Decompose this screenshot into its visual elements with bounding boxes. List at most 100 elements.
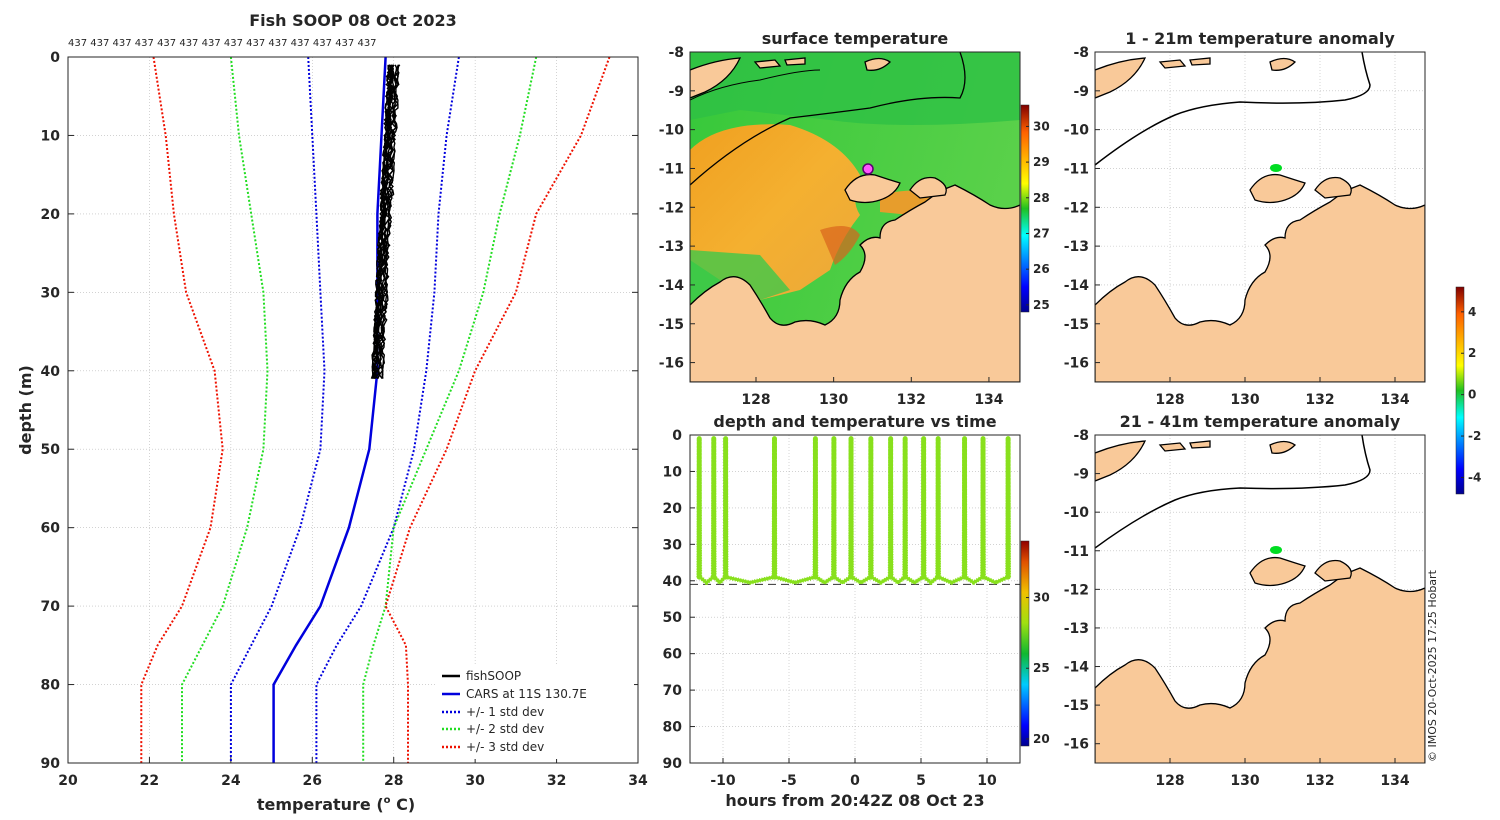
island (753, 59, 782, 69)
colorbar-tick-label: 20 (1033, 732, 1050, 746)
tick-label-x: 32 (547, 773, 566, 789)
anomaly-shallow-axes-box (1094, 51, 1426, 383)
colorbar-tick-label: 30 (1033, 591, 1050, 605)
map-tick-label-x: 130 (1230, 773, 1259, 789)
island (1158, 59, 1187, 69)
tick-label-y: 80 (663, 720, 683, 736)
profile-xlabel: temperature (o C) (257, 795, 415, 814)
tick-label-y: 60 (663, 647, 683, 663)
island (1095, 440, 1147, 482)
island (909, 176, 947, 199)
island (1249, 556, 1306, 587)
tick-label-x: 26 (303, 773, 322, 789)
sst-map-area (690, 52, 1020, 382)
tick-label-y: 20 (41, 207, 61, 223)
anomaly-shallow-marker (1270, 164, 1282, 172)
anomaly-shallow-title: 1 - 21m temperature anomaly (1125, 29, 1395, 48)
map-tick-label-y: -10 (1064, 505, 1090, 521)
map-tick-label-y: -9 (668, 84, 684, 100)
sst-northern-band (690, 52, 1020, 125)
tick-label-y: 60 (41, 521, 61, 537)
profile-lines (140, 57, 611, 763)
island (1158, 442, 1187, 452)
tick-label-x: 34 (628, 773, 648, 789)
tick-label-x: 28 (384, 773, 403, 789)
island (1314, 176, 1352, 199)
colorbar-tick-label: 27 (1033, 226, 1050, 240)
mainland (690, 184, 1020, 382)
anomaly-deep-land (1095, 440, 1425, 763)
map-tick-label-y: -11 (1064, 161, 1089, 177)
series-line (181, 57, 269, 763)
sst-land (690, 57, 1020, 382)
tick-label-y: 10 (41, 128, 61, 144)
map-tick-label-y: -11 (659, 161, 684, 177)
profile-legend: fishSOOP CARS at 11S 130.7E +/- 1 std de… (436, 664, 634, 759)
mainland (1095, 184, 1425, 382)
colorbar-tick-label: -4 (1468, 470, 1481, 484)
map-tick-label-y: -12 (1064, 200, 1089, 216)
island (1269, 440, 1297, 454)
tick-label-y: 70 (663, 683, 683, 699)
island (1189, 440, 1211, 449)
colorbar-tick-label: 0 (1468, 388, 1476, 402)
tick-label-y: 10 (663, 464, 683, 480)
map-tick-label-y: -12 (1064, 582, 1089, 598)
sst-contour-line-north (690, 69, 821, 101)
map-tick-label-y: -11 (1064, 544, 1089, 560)
legend-label-cars: CARS at 11S 130.7E (466, 687, 587, 701)
series-line (229, 57, 326, 763)
depth-time-data (690, 436, 1020, 585)
profile-ylabel: depth (m) (16, 365, 35, 455)
tick-label-x: 10 (977, 773, 997, 789)
sst-contour-line (690, 52, 966, 186)
anomaly-deep-title: 21 - 41m temperature anomaly (1120, 412, 1401, 431)
map-tick-label-y: -14 (1064, 278, 1090, 294)
anomaly-shallow-map (1095, 52, 1425, 382)
colorbar-tick-label: -2 (1468, 429, 1481, 443)
tick-label-y: 80 (41, 678, 61, 694)
map-tick-label-x: 132 (897, 392, 926, 408)
fishsoop-profile (372, 64, 394, 379)
anomaly-shallow-contour (1095, 52, 1371, 166)
anomaly-colorbar-ticks: 4 2 0 -2 -4 (1461, 305, 1481, 484)
sst-colorbar (1020, 104, 1030, 313)
map-tick-label-y: -9 (1073, 84, 1089, 100)
island (1249, 173, 1306, 204)
map-tick-label-y: -13 (659, 239, 684, 255)
profile-title: Fish SOOP 08 Oct 2023 (249, 11, 457, 30)
tick-label-x: 22 (140, 773, 159, 789)
depth-time-axes-box (689, 434, 1021, 764)
map-tick-label-y: -14 (659, 278, 685, 294)
tick-label-x: 20 (58, 773, 78, 789)
legend-box (436, 664, 634, 759)
profile-tick-labels: 20 22 24 26 28 30 32 34 0 10 20 30 40 50 60 70 80 90 (41, 50, 648, 789)
map-tick-label-y: -15 (659, 317, 684, 333)
colorbar-tick-label: 30 (1033, 119, 1050, 133)
series-line (140, 57, 224, 763)
tick-label-x: -5 (781, 773, 797, 789)
colorbar-tick-label: 25 (1033, 661, 1050, 675)
depth-time-xlabel: hours from 20:42Z 08 Oct 23 (725, 791, 984, 810)
tick-label-y: 90 (663, 756, 683, 772)
sst-colorbar-ticks: 30 29 28 27 26 25 (1026, 119, 1050, 312)
fishsoop-profile (371, 64, 393, 379)
colorbar-tick-label: 4 (1468, 305, 1476, 319)
map-tick-label-y: -14 (1064, 660, 1090, 676)
map-tick-label-x: 132 (1305, 773, 1334, 789)
sst-hot-coast (820, 226, 860, 265)
tick-label-y: 50 (41, 442, 61, 458)
tick-label-y: 50 (663, 610, 683, 626)
depth-time-tick-labels: -10 -5 0 5 10 0 10 20 30 40 50 60 70 80 90 (663, 428, 997, 789)
series-line (384, 57, 611, 763)
map-tick-label-x: 130 (1230, 392, 1259, 408)
tick-label-x: 30 (465, 773, 485, 789)
map-tick-label-y: -16 (1064, 737, 1089, 753)
series-line (362, 57, 538, 763)
sst-axes-box (689, 51, 1021, 383)
depth-time-colorbar (1020, 540, 1030, 747)
tick-label-y: 0 (50, 50, 60, 66)
colorbar-tick-label: 2 (1468, 346, 1476, 360)
map-tick-label-y: -12 (659, 200, 684, 216)
sst-ship-marker (862, 163, 874, 175)
